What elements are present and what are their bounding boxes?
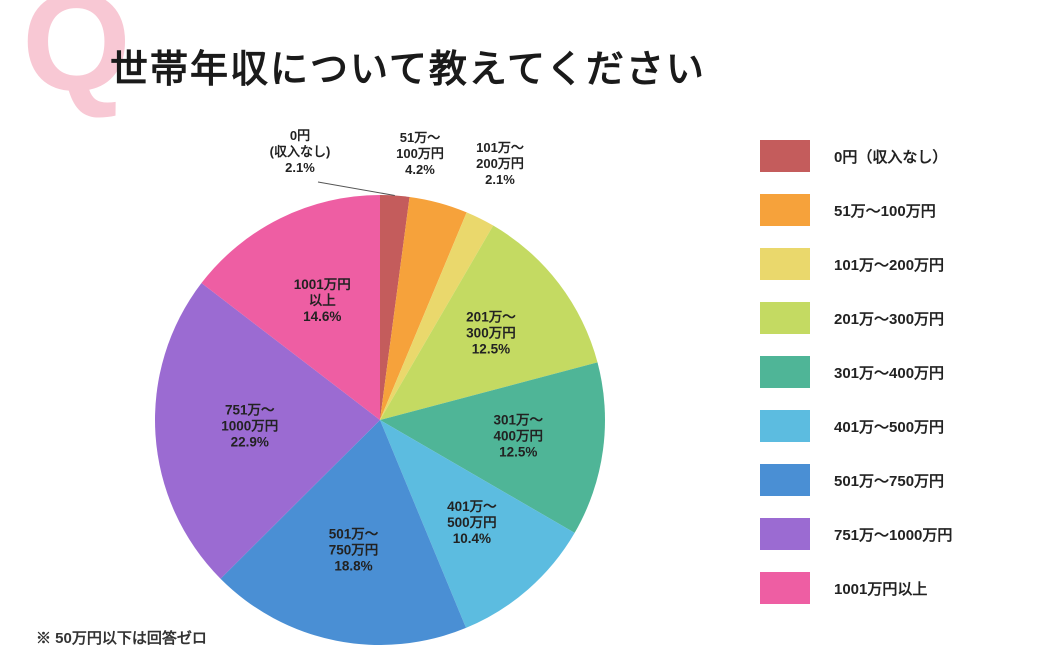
slice-label: 51万～100万円4.2% — [396, 130, 444, 177]
legend-swatch — [760, 248, 810, 280]
slice-label: 201万～300万円12.5% — [466, 309, 516, 356]
legend-item: 51万～100万円 — [760, 194, 1010, 226]
legend-label: 0円（収入なし） — [834, 146, 947, 167]
legend-label: 751万～1000万円 — [834, 524, 952, 545]
legend-label: 101万～200万円 — [834, 254, 944, 275]
legend-item: 201万～300万円 — [760, 302, 1010, 334]
legend-label: 201万～300万円 — [834, 308, 944, 329]
legend-item: 501万～750万円 — [760, 464, 1010, 496]
legend-swatch — [760, 194, 810, 226]
slice-label: 101万～200万円2.1% — [476, 140, 524, 187]
legend-label: 1001万円以上 — [834, 578, 927, 599]
legend-swatch — [760, 518, 810, 550]
footnote: ※ 50万円以下は回答ゼロ — [36, 627, 207, 648]
legend: 0円（収入なし） 51万～100万円 101万～200万円 201万～300万円 301… — [760, 140, 1010, 626]
slice-label: 401万～500万円10.4% — [447, 499, 497, 546]
legend-label: 401万～500万円 — [834, 416, 944, 437]
legend-label: 301万～400万円 — [834, 362, 944, 383]
legend-swatch — [760, 410, 810, 442]
legend-swatch — [760, 302, 810, 334]
chart-title: 世帯年収について教えてください — [110, 38, 706, 93]
legend-swatch — [760, 464, 810, 496]
legend-item: 101万～200万円 — [760, 248, 1010, 280]
legend-item: 1001万円以上 — [760, 572, 1010, 604]
legend-item: 0円（収入なし） — [760, 140, 1010, 172]
legend-item: 751万～1000万円 — [760, 518, 1010, 550]
slice-label: 301万～400万円12.5% — [493, 413, 543, 460]
slice-label: 0円(収入なし)2.1% — [270, 128, 331, 175]
pie-chart: 0円(収入なし)2.1% 51万～100万円4.2% 101万～200万円2.1% 2… — [80, 125, 680, 645]
legend-label: 51万～100万円 — [834, 200, 936, 221]
legend-swatch — [760, 356, 810, 388]
legend-swatch — [760, 140, 810, 172]
legend-item: 301万～400万円 — [760, 356, 1010, 388]
legend-item: 401万～500万円 — [760, 410, 1010, 442]
slice-label: 501万～750万円18.8% — [329, 526, 379, 573]
legend-label: 501万～750万円 — [834, 470, 944, 491]
legend-swatch — [760, 572, 810, 604]
leader-line — [318, 182, 395, 195]
